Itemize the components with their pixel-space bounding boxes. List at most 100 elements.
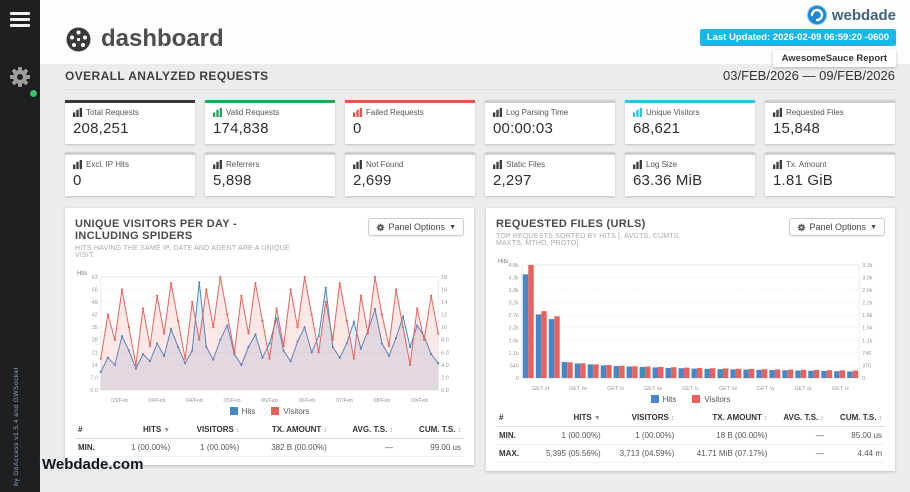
legend-label: Hits — [662, 394, 677, 404]
svg-text:03/Feb: 03/Feb — [111, 398, 128, 404]
svg-text:0.0: 0.0 — [441, 388, 449, 394]
settings-gear-icon[interactable] — [8, 65, 37, 97]
svg-text:42: 42 — [92, 313, 98, 319]
sort-icon: ↕ — [820, 414, 824, 422]
stat-card-valid-requests: Valid Requests 174,838 — [205, 100, 335, 144]
legend-label: Visitors — [704, 394, 731, 404]
page-title: dashboard — [101, 25, 224, 52]
svg-text:GET /a: GET /a — [757, 386, 775, 392]
bar-chart-icon — [493, 160, 502, 169]
panel-title: UNIQUE VISITORS PER DAY - INCLUDING SPID… — [75, 218, 237, 242]
column-header-num[interactable]: # — [496, 408, 530, 427]
stat-value: 1.81 GiB — [773, 172, 833, 189]
stat-value: 63.36 MiB — [633, 172, 703, 189]
stat-card-tx-amount: Tx. Amount 1.81 GiB — [765, 152, 895, 196]
stat-card-static-files: Static Files 2,297 — [485, 152, 615, 196]
date-range: 03/FEB/2026 — 09/FEB/2026 — [723, 68, 895, 83]
legend-swatch — [271, 407, 280, 416]
stat-label: Static Files — [506, 160, 546, 169]
panel-title: REQUESTED FILES (URLS) — [496, 218, 646, 230]
svg-text:04/Feb: 04/Feb — [186, 398, 203, 404]
svg-text:28: 28 — [92, 338, 98, 344]
svg-text:7.0: 7.0 — [90, 375, 98, 381]
stat-card-failed-requests: Failed Requests 0 — [345, 100, 475, 144]
svg-text:3.3k: 3.3k — [862, 263, 873, 269]
svg-text:06/Feb: 06/Feb — [299, 398, 316, 404]
chevron-down-icon: ▼ — [870, 223, 877, 231]
panel-options-button[interactable]: Panel Options ▼ — [788, 218, 885, 236]
svg-text:56: 56 — [92, 287, 98, 293]
sort-icon: ↕ — [235, 426, 240, 434]
sidebar: by GoAccess v1.5.4 and GWSocket — [0, 0, 40, 492]
column-header-hits[interactable]: HITS ▼ — [530, 408, 604, 427]
svg-text:2.2k: 2.2k — [862, 301, 873, 307]
svg-text:1.1k: 1.1k — [862, 338, 873, 344]
bar-chart-icon — [633, 160, 642, 169]
column-header-visitors[interactable]: VISITORS ↕ — [173, 420, 243, 439]
gear-icon — [376, 223, 384, 231]
stat-label: Log Size — [646, 160, 678, 169]
svg-text:GET /s: GET /s — [832, 386, 849, 392]
bar-chart-icon — [773, 160, 782, 169]
table-row[interactable]: MAX. 5,395 (05.56%) 3,713 (04.59%) 41.71 Mi… — [496, 444, 885, 463]
svg-text:6.0: 6.0 — [441, 350, 449, 356]
sort-icon: ↕ — [457, 426, 462, 434]
stat-value: 5,898 — [213, 172, 252, 189]
svg-text:08/Feb: 08/Feb — [373, 398, 390, 404]
svg-text:3.8k: 3.8k — [509, 288, 520, 294]
stat-value: 2,297 — [493, 172, 532, 189]
column-header-tx.-amount[interactable]: TX. AMOUNT ↕ — [242, 420, 330, 439]
legend-item-hits[interactable]: Hits — [229, 407, 255, 416]
svg-text:0: 0 — [862, 376, 865, 382]
stat-label: Failed Requests — [366, 108, 424, 117]
bar-chart-icon — [73, 160, 82, 169]
svg-text:2.6k: 2.6k — [862, 288, 873, 294]
chevron-down-icon: ▼ — [449, 223, 456, 231]
column-header-visitors[interactable]: VISITORS ↕ — [603, 408, 678, 427]
stat-card-total-requests: Total Requests 208,251 — [65, 100, 195, 144]
overview-title: OVERALL ANALYZED REQUESTS — [65, 69, 269, 83]
svg-text:1.8k: 1.8k — [862, 313, 873, 319]
table-row[interactable]: MIN. 1 (00.00%) 1 (00.00%) 382 B (00.00%) —9… — [75, 438, 464, 457]
stat-card-excl-ip-hits: Excl. IP Hits 0 — [65, 152, 195, 196]
stat-card-log-size: Log Size 63.36 MiB — [625, 152, 755, 196]
requested-files-chart: 4.8k 3.3k 4.3k 3.0k 3.8k 2.6k 3.2k 2.2k 2.7k 1.8k… — [498, 259, 873, 392]
column-header-tx.-amount[interactable]: TX. AMOUNT ↕ — [677, 408, 771, 427]
column-header-hits[interactable]: HITS ▼ — [109, 420, 174, 439]
gear-icon — [10, 67, 30, 87]
panel-options-label: Panel Options — [809, 222, 867, 232]
svg-text:21: 21 — [92, 350, 98, 356]
stat-label: Excl. IP Hits — [86, 160, 129, 169]
svg-text:2.0: 2.0 — [441, 375, 449, 381]
svg-text:04/Feb: 04/Feb — [149, 398, 166, 404]
stat-label: Tx. Amount — [786, 160, 827, 169]
bar-chart-icon — [633, 108, 642, 117]
table-row[interactable]: MIN. 1 (00.00%) 1 (00.00%) 18 B (00.00%) —85… — [496, 426, 885, 445]
column-header-num[interactable]: # — [75, 420, 109, 439]
legend-item-visitors[interactable]: Visitors — [692, 395, 730, 404]
svg-text:3.2k: 3.2k — [509, 301, 520, 307]
brand-logo[interactable]: webdade — [806, 5, 896, 25]
stat-label: Requested Files — [786, 108, 844, 117]
column-header-avg.-t.s.[interactable]: AVG. T.S. ↕ — [770, 408, 827, 427]
svg-text:3.0k: 3.0k — [862, 275, 873, 281]
column-header-cum.-t.s.[interactable]: CUM. T.S. ↕ — [395, 420, 464, 439]
stat-value: 00:00:03 — [493, 120, 553, 137]
unique-visitors-chart: 63 18 56 16 49 14 42 12 35 10 28 8.0 21 6.0 14 4.0 7.0 2.… — [77, 271, 449, 404]
legend-item-visitors[interactable]: Visitors — [271, 407, 309, 416]
legend-item-hits[interactable]: Hits — [650, 394, 677, 404]
svg-text:GET /c: GET /c — [682, 386, 699, 392]
sort-icon: ↕ — [670, 414, 675, 422]
stat-value: 2,699 — [353, 172, 392, 189]
svg-text:370: 370 — [862, 363, 871, 369]
svg-text:05/Feb: 05/Feb — [224, 398, 241, 404]
chart-legend: Hits Visitors — [496, 395, 885, 404]
legend-label: Visitors — [283, 406, 310, 416]
chart-legend: Hits Visitors — [75, 407, 464, 416]
sort-icon: ↕ — [389, 426, 393, 434]
svg-text:10: 10 — [441, 325, 447, 331]
panel-options-button[interactable]: Panel Options ▼ — [367, 218, 464, 236]
column-header-cum.-t.s.[interactable]: CUM. T.S. ↕ — [826, 408, 885, 427]
column-header-avg.-t.s.[interactable]: AVG. T.S. ↕ — [329, 420, 396, 439]
hamburger-menu-icon[interactable] — [10, 12, 30, 27]
